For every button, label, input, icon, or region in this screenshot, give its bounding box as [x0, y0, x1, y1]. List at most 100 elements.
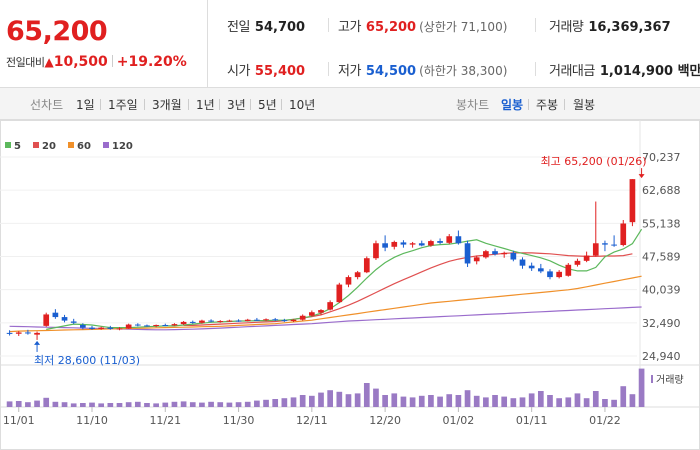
- candle-body: [70, 321, 77, 323]
- candle: [418, 240, 425, 247]
- candle-body: [254, 319, 260, 321]
- candle-body: [290, 319, 297, 322]
- candle: [583, 251, 590, 263]
- volume-bar: [428, 395, 434, 407]
- candle-daily-button[interactable]: 일봉: [501, 98, 524, 112]
- volume-bar: [483, 397, 489, 407]
- volume-bar: [437, 396, 443, 407]
- candle: [629, 179, 636, 227]
- max-price-label: 최고 65,200 (01/26): [541, 155, 647, 168]
- candle-chart-label: 봉차트: [456, 98, 490, 112]
- stat-divider: [328, 18, 329, 32]
- candle: [565, 263, 572, 277]
- volume-bar: [345, 394, 352, 407]
- line-chart-label: 선차트: [30, 98, 64, 112]
- period-1y-button[interactable]: 1년: [196, 98, 215, 112]
- period-1d-button[interactable]: 1일: [76, 98, 95, 112]
- period-3y-button[interactable]: 3년: [227, 98, 246, 112]
- candle: [309, 310, 315, 317]
- period-10y-button[interactable]: 10년: [289, 98, 316, 112]
- candle: [611, 235, 617, 247]
- candle-body: [235, 320, 242, 322]
- volume-bar: [602, 399, 608, 407]
- stat-high: 고가 65,200 (상한가 71,100): [338, 16, 507, 35]
- candle-body: [25, 332, 31, 334]
- volume-bar: [400, 396, 407, 407]
- ma-legend-label: 120: [112, 141, 133, 152]
- high-label: 고가: [338, 20, 361, 35]
- volume-bar: [244, 401, 251, 407]
- period-5y-button[interactable]: 5년: [258, 98, 277, 112]
- candle: [574, 258, 581, 267]
- volume-bar: [629, 394, 636, 407]
- candle-body: [547, 271, 553, 278]
- candle: [254, 317, 260, 322]
- candle: [217, 320, 224, 323]
- volume-bar: [501, 396, 508, 407]
- change-rate: +19.20%: [116, 54, 187, 70]
- volume-bar: [519, 397, 526, 407]
- x-tick-label: 11/10: [76, 414, 108, 427]
- volume-legend-swatch: [651, 375, 653, 383]
- candle-body: [620, 223, 627, 246]
- stat-volume: 거래량 16,369,367: [549, 16, 671, 35]
- candle-body: [409, 243, 416, 245]
- volume-bar: [199, 402, 205, 407]
- volume-bar: [528, 393, 535, 407]
- period-3m-button[interactable]: 3개월: [152, 98, 182, 112]
- volume-bar: [217, 402, 224, 407]
- candle-body: [43, 314, 50, 326]
- x-tick-label: 01/11: [516, 414, 548, 427]
- candle-body: [473, 257, 480, 262]
- candle: [592, 201, 599, 257]
- volume-bar: [327, 390, 333, 407]
- y-tick-label: 55,138: [642, 217, 681, 230]
- volume-bar: [70, 403, 77, 407]
- volume-bar: [574, 393, 581, 407]
- candle: [162, 323, 169, 327]
- change-divider: [111, 55, 113, 67]
- candle-body: [6, 332, 13, 334]
- ma60-line: [9, 275, 642, 333]
- volume-bar: [34, 400, 40, 407]
- period-1w-button[interactable]: 1주일: [108, 98, 138, 112]
- ma-legend-swatch: [68, 142, 74, 148]
- volume-bar: [510, 398, 517, 407]
- low-label: 저가: [338, 64, 361, 79]
- toolbar-divider: [281, 99, 282, 110]
- candle-body: [15, 332, 22, 334]
- candle-monthly-button[interactable]: 월봉: [573, 98, 596, 112]
- stat-prev-close: 전일 54,700: [227, 16, 305, 35]
- candle-weekly-button[interactable]: 주봉: [536, 98, 559, 112]
- candle: [226, 319, 233, 322]
- volume-bar: [162, 402, 169, 407]
- volume-bar: [125, 402, 132, 407]
- candle-body: [98, 327, 105, 329]
- low-value: 54,500: [365, 64, 417, 79]
- candle-body: [528, 265, 535, 269]
- candle: [437, 238, 443, 245]
- candle-body: [208, 320, 214, 322]
- volume-bar: [153, 403, 159, 407]
- ma-legend-label: 20: [42, 141, 56, 152]
- volume-bar: [382, 395, 388, 407]
- volume-bar: [391, 393, 398, 407]
- candle: [409, 241, 416, 248]
- candle-body: [510, 252, 517, 260]
- candle: [107, 325, 114, 330]
- candle-body: [354, 272, 361, 278]
- volume-bar: [107, 403, 114, 407]
- candlestick-chart[interactable]: 70,237 62,688 55,138 47,589 40,039 32,490 24,9…: [0, 120, 700, 450]
- volume-bar: [473, 395, 480, 407]
- volume-bar: [547, 395, 553, 407]
- candle: [373, 240, 379, 260]
- volume-bar: [25, 402, 31, 407]
- candle-body: [144, 325, 150, 327]
- candle: [492, 248, 498, 256]
- volume-bar: [373, 388, 379, 407]
- candle-body: [153, 324, 159, 326]
- x-tick-label: 01/02: [443, 414, 475, 427]
- volume-bar: [299, 395, 306, 407]
- candle: [473, 255, 480, 265]
- stock-summary: 65,200 전일대비▲10,500 +19.20% 전일 54,700 고가 65,…: [0, 0, 700, 88]
